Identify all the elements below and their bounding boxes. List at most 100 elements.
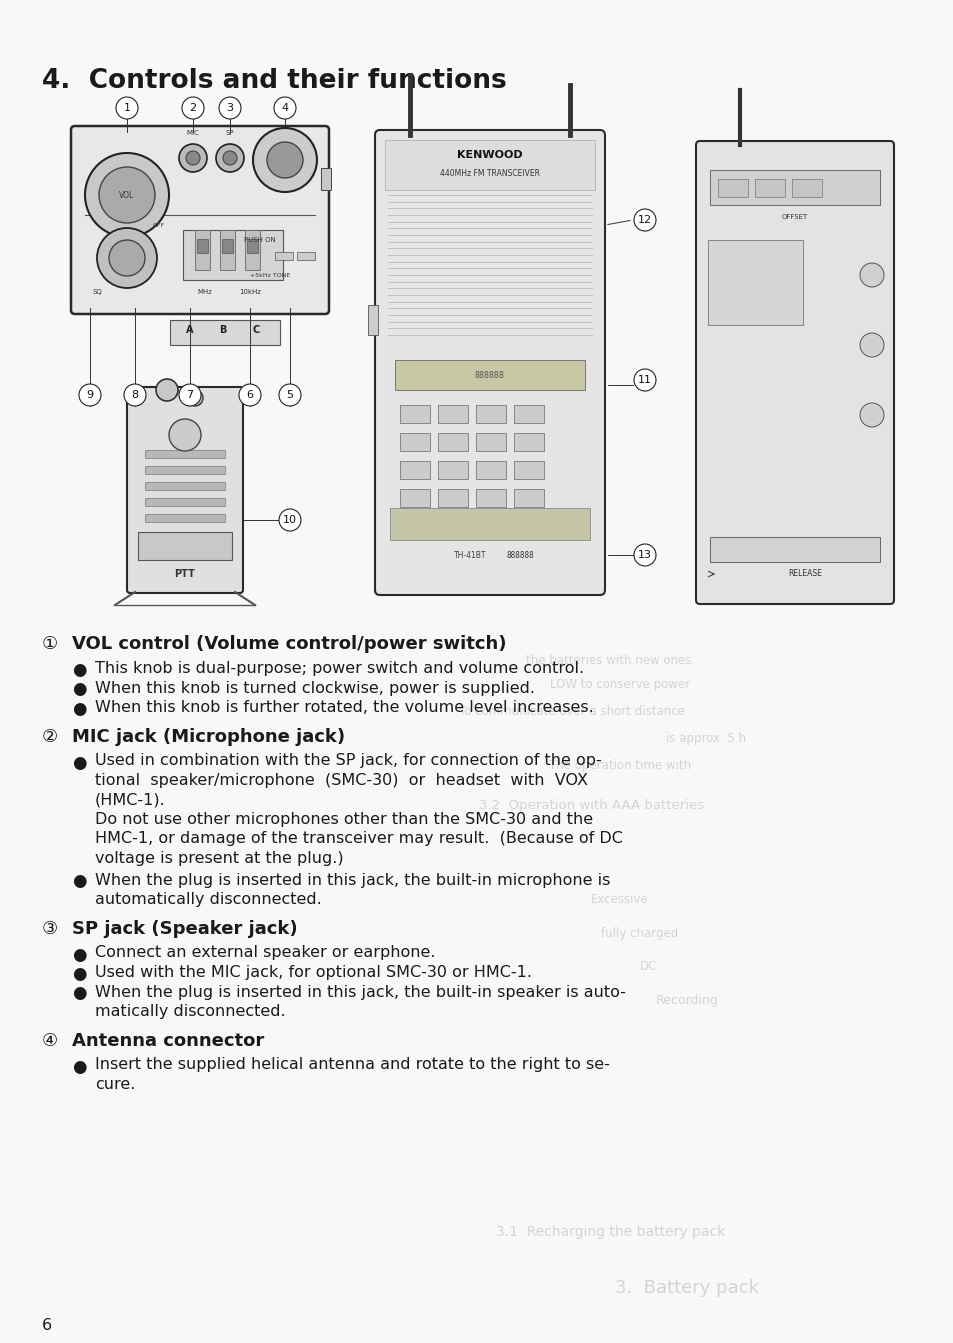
Text: 8: 8 [132, 389, 138, 400]
Text: 13: 13 [638, 551, 651, 560]
Text: RELEASE: RELEASE [787, 569, 821, 579]
Bar [399, 406, 430, 423]
Bar [514, 489, 543, 508]
Text: (HMC-1).: (HMC-1). [95, 792, 166, 807]
Bar [754, 179, 784, 197]
Text: Do not use other microphones other than the SMC-30 and the: Do not use other microphones other than … [95, 813, 593, 827]
Text: Connect an external speaker or earphone.: Connect an external speaker or earphone. [95, 945, 435, 960]
Text: A: A [186, 325, 193, 334]
Text: 2: 2 [190, 103, 196, 113]
Text: ●: ● [71, 873, 87, 890]
Text: 6: 6 [42, 1317, 52, 1334]
Circle shape [219, 97, 241, 120]
Text: 6: 6 [246, 389, 253, 400]
Text: The operation time with: The operation time with [548, 759, 691, 772]
Circle shape [109, 240, 145, 277]
Bar [320, 168, 331, 189]
Bar [476, 406, 505, 423]
Text: 9: 9 [87, 389, 93, 400]
Text: DC: DC [639, 960, 657, 974]
Circle shape [156, 379, 178, 402]
Circle shape [179, 144, 207, 172]
Bar [399, 461, 430, 479]
Bar [368, 305, 377, 334]
Bar [399, 432, 430, 451]
Text: ●: ● [71, 681, 87, 698]
Text: 3.1  Recharging the battery pack: 3.1 Recharging the battery pack [496, 1225, 724, 1238]
Circle shape [253, 128, 316, 192]
Text: automatically disconnected.: automatically disconnected. [95, 892, 321, 907]
Text: OFF: OFF [152, 223, 165, 228]
Circle shape [634, 210, 656, 231]
Text: LOW to conserve power: LOW to conserve power [549, 678, 690, 692]
Circle shape [169, 419, 201, 451]
Bar [437, 489, 468, 508]
Bar [399, 517, 430, 535]
Circle shape [267, 142, 303, 179]
Bar [709, 171, 879, 205]
Bar [145, 514, 225, 522]
Circle shape [634, 544, 656, 565]
Bar [437, 406, 468, 423]
Text: 12: 12 [638, 215, 652, 226]
Text: +5kHz TONE: +5kHz TONE [250, 273, 290, 278]
Bar [145, 450, 225, 458]
Bar [247, 239, 257, 252]
Text: KENWOOD: KENWOOD [456, 150, 522, 160]
Text: PUSH ON: PUSH ON [244, 236, 275, 243]
Bar [718, 179, 747, 197]
Text: 4.  Controls and their functions: 4. Controls and their functions [42, 68, 506, 94]
Circle shape [278, 384, 301, 406]
Bar [245, 230, 260, 270]
Text: Antenna connector: Antenna connector [71, 1031, 264, 1049]
Text: When the plug is inserted in this jack, the built-in speaker is auto-: When the plug is inserted in this jack, … [95, 984, 625, 999]
Text: voltage is present at the plug.): voltage is present at the plug.) [95, 851, 343, 866]
Bar [437, 461, 468, 479]
Text: Insert the supplied helical antenna and rotate to the right to se-: Insert the supplied helical antenna and … [95, 1057, 609, 1073]
Bar [476, 517, 505, 535]
Bar [170, 320, 280, 345]
Circle shape [187, 389, 203, 406]
Text: SP: SP [226, 130, 234, 136]
Text: TH-41BT: TH-41BT [454, 552, 486, 560]
Text: 10: 10 [283, 514, 296, 525]
Circle shape [215, 144, 244, 172]
Text: the batteries with new ones.: the batteries with new ones. [525, 654, 695, 667]
Text: 7: 7 [186, 389, 193, 400]
Bar [385, 140, 595, 189]
Text: ③: ③ [42, 920, 58, 937]
Text: When this knob is turned clockwise, power is supplied.: When this knob is turned clockwise, powe… [95, 681, 535, 696]
Text: ②: ② [42, 728, 58, 745]
Bar [514, 432, 543, 451]
Text: 3.  Battery pack: 3. Battery pack [615, 1279, 758, 1296]
Bar [145, 482, 225, 490]
FancyBboxPatch shape [375, 130, 604, 595]
Text: cure.: cure. [95, 1077, 135, 1092]
FancyBboxPatch shape [127, 387, 243, 594]
Text: To communicate over a short distance: To communicate over a short distance [459, 705, 684, 719]
Bar [145, 466, 225, 474]
Circle shape [85, 153, 169, 236]
Circle shape [124, 384, 146, 406]
Text: Recording: Recording [655, 994, 718, 1007]
Bar [476, 461, 505, 479]
Text: B: B [219, 325, 227, 334]
Bar [296, 252, 314, 261]
Circle shape [278, 509, 301, 530]
Text: 4: 4 [281, 103, 288, 113]
Text: 5: 5 [286, 389, 294, 400]
Text: ①: ① [42, 635, 58, 653]
Circle shape [634, 369, 656, 391]
Bar [514, 461, 543, 479]
Bar [437, 517, 468, 535]
Circle shape [274, 97, 295, 120]
Text: 3: 3 [226, 103, 233, 113]
FancyBboxPatch shape [696, 141, 893, 604]
Bar [138, 532, 232, 560]
Text: OFFSET: OFFSET [781, 214, 807, 220]
Text: ●: ● [71, 1057, 87, 1076]
Circle shape [223, 150, 236, 165]
Bar [196, 239, 208, 252]
Text: PTT: PTT [174, 569, 195, 579]
Text: SP jack (Speaker jack): SP jack (Speaker jack) [71, 920, 297, 937]
